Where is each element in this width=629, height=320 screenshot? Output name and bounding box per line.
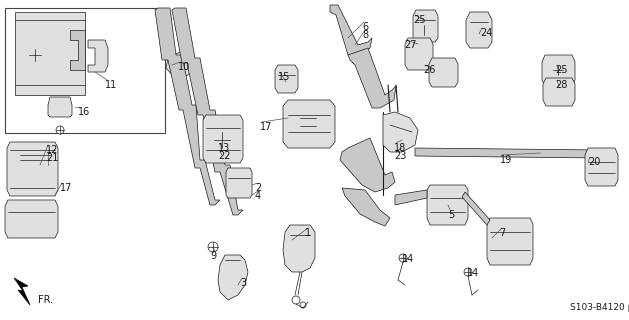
Text: S103-B4120 p: S103-B4120 p	[570, 303, 629, 312]
Text: 2: 2	[255, 183, 261, 193]
Polygon shape	[172, 8, 243, 215]
Polygon shape	[48, 97, 72, 117]
Circle shape	[553, 65, 563, 75]
Text: 18: 18	[394, 143, 406, 153]
Text: 27: 27	[404, 40, 416, 50]
Circle shape	[56, 126, 64, 134]
Text: 25: 25	[555, 65, 567, 75]
Text: 8: 8	[362, 30, 368, 40]
Polygon shape	[226, 168, 252, 198]
Bar	[5, 8, 165, 133]
Text: 26: 26	[423, 65, 435, 75]
Text: 12: 12	[46, 145, 58, 155]
Text: 15: 15	[278, 72, 291, 82]
Polygon shape	[487, 218, 533, 265]
Circle shape	[25, 215, 35, 225]
Circle shape	[300, 302, 306, 308]
Polygon shape	[462, 192, 490, 225]
Text: 28: 28	[555, 80, 567, 90]
Circle shape	[298, 112, 318, 132]
Polygon shape	[218, 255, 248, 300]
Polygon shape	[415, 148, 600, 158]
Circle shape	[413, 50, 423, 60]
Polygon shape	[275, 65, 298, 93]
Polygon shape	[203, 115, 243, 163]
Text: 21: 21	[46, 153, 58, 163]
Polygon shape	[88, 40, 108, 72]
Polygon shape	[14, 278, 30, 305]
Circle shape	[474, 29, 484, 39]
Polygon shape	[542, 55, 575, 86]
Text: 17: 17	[260, 122, 272, 132]
Circle shape	[464, 268, 472, 276]
Polygon shape	[395, 190, 427, 205]
Text: 20: 20	[588, 157, 600, 167]
Text: 9: 9	[210, 251, 216, 261]
Circle shape	[440, 197, 456, 213]
Circle shape	[554, 87, 564, 97]
Text: 10: 10	[178, 62, 190, 72]
Polygon shape	[166, 52, 195, 78]
Circle shape	[283, 79, 289, 85]
Text: 11: 11	[105, 80, 117, 90]
Circle shape	[214, 132, 230, 148]
Text: FR.: FR.	[38, 295, 53, 305]
Text: 1: 1	[305, 228, 311, 238]
Text: 17: 17	[60, 183, 72, 193]
Text: 23: 23	[394, 151, 406, 161]
Polygon shape	[429, 58, 458, 87]
Polygon shape	[466, 12, 492, 48]
Polygon shape	[405, 38, 433, 70]
Polygon shape	[7, 142, 58, 196]
Text: 5: 5	[448, 210, 454, 220]
Circle shape	[292, 296, 300, 304]
Polygon shape	[340, 138, 395, 192]
Circle shape	[29, 49, 41, 61]
Polygon shape	[283, 225, 315, 272]
Polygon shape	[15, 12, 85, 95]
Circle shape	[399, 254, 407, 262]
Text: 19: 19	[500, 155, 512, 165]
Polygon shape	[283, 100, 335, 148]
Circle shape	[56, 103, 64, 111]
Text: 6: 6	[362, 22, 368, 32]
Polygon shape	[5, 200, 58, 238]
Text: 25: 25	[413, 15, 425, 25]
Polygon shape	[427, 185, 468, 225]
Polygon shape	[155, 8, 220, 205]
Text: 22: 22	[218, 151, 230, 161]
Polygon shape	[330, 5, 372, 55]
Polygon shape	[585, 148, 618, 186]
Text: 14: 14	[467, 268, 479, 278]
Text: 3: 3	[240, 278, 246, 288]
Text: 13: 13	[218, 143, 230, 153]
Circle shape	[208, 242, 218, 252]
Polygon shape	[342, 188, 390, 226]
Text: 24: 24	[480, 28, 493, 38]
Circle shape	[501, 233, 519, 251]
Text: 7: 7	[499, 228, 505, 238]
Polygon shape	[543, 78, 575, 106]
Text: 14: 14	[402, 254, 415, 264]
Polygon shape	[413, 10, 438, 42]
Circle shape	[226, 268, 240, 282]
Polygon shape	[383, 112, 418, 152]
Circle shape	[419, 25, 429, 35]
Text: 16: 16	[78, 107, 90, 117]
Polygon shape	[70, 30, 85, 70]
Circle shape	[438, 68, 448, 78]
Polygon shape	[348, 48, 396, 108]
Text: 4: 4	[255, 191, 261, 201]
